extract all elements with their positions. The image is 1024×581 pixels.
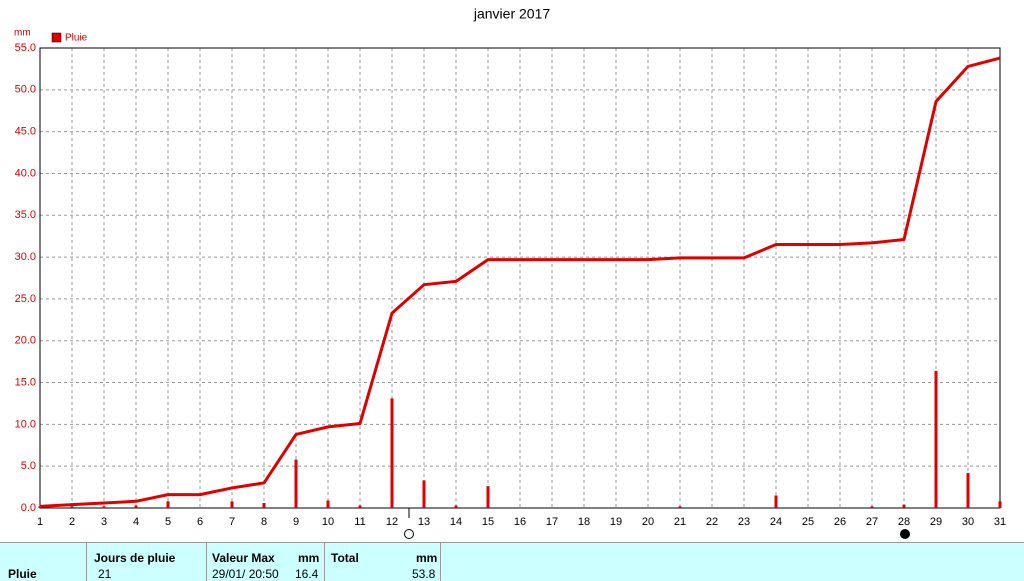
x-tick-label: 30	[962, 516, 974, 528]
y-tick-label: 40.0	[15, 167, 36, 179]
x-tick-label: 17	[546, 516, 558, 528]
plot-border	[39, 47, 1001, 509]
chart: janvier 2017 mm 0.0 5.0 10.0 15.0 20.0 25.0 30…	[14, 6, 1006, 539]
y-tick-label: 0.0	[21, 502, 36, 514]
bar	[934, 370, 938, 508]
bar	[134, 505, 138, 508]
x-tick-label: 27	[866, 516, 878, 528]
value: 16.4	[295, 567, 319, 581]
x-tick-label: 11	[354, 516, 365, 528]
separator	[206, 543, 207, 581]
summary-panel: Pluie Jours de pluie 21 Valeur Max mm 29…	[0, 542, 1024, 581]
bar	[262, 502, 266, 508]
bar	[230, 501, 234, 508]
y-tick-label: 50.0	[15, 84, 36, 96]
line	[39, 56, 1001, 508]
y-tick-label: 10.0	[15, 418, 36, 430]
x-tick-label: 21	[674, 516, 686, 528]
bar	[774, 495, 778, 508]
bar	[870, 506, 874, 508]
x-tick-label: 16	[514, 516, 526, 528]
x-tick-label: 10	[322, 516, 334, 528]
x-tick-label: 29	[930, 516, 942, 528]
header: mm	[416, 551, 438, 565]
bar	[38, 506, 42, 508]
x-tick-label: 13	[418, 516, 430, 528]
moon-icon	[900, 529, 910, 539]
separator	[324, 543, 325, 581]
x-tick-label: 18	[578, 516, 590, 528]
y-tick-label: 35.0	[15, 209, 36, 221]
x-tick-label: 12	[386, 516, 398, 528]
y-axis-label: mm	[14, 28, 31, 39]
bar	[70, 506, 74, 508]
x-tick-label: 6	[197, 516, 203, 528]
header: Valeur Max	[212, 551, 275, 565]
x-tick-label: 4	[133, 516, 139, 528]
x-tick-label: 24	[770, 516, 782, 528]
value: 21	[98, 567, 112, 581]
x-tick-label: 22	[706, 516, 718, 528]
bar	[294, 459, 298, 508]
bar	[486, 486, 490, 508]
y-tick-label: 15.0	[15, 376, 36, 388]
x-tick-label: 23	[738, 516, 750, 528]
x-tick-label: 28	[898, 516, 910, 528]
y-tick-label: 45.0	[15, 126, 36, 138]
y-tick-label: 55.0	[15, 42, 36, 54]
x-tick-label: 31	[994, 516, 1006, 528]
legend-swatch	[51, 32, 62, 43]
x-tick-label: 25	[802, 516, 814, 528]
x-tick-label: 20	[642, 516, 654, 528]
x-tick-label: 14	[450, 516, 462, 528]
bar	[390, 398, 394, 508]
x-tick-label: 26	[834, 516, 846, 528]
value: 53.8	[412, 567, 436, 581]
x-tick-label: 3	[101, 516, 107, 528]
separator	[440, 543, 441, 581]
y-tick-label: 25.0	[15, 293, 36, 305]
x-tick-label: 5	[165, 516, 171, 528]
bar	[678, 506, 682, 508]
bar	[422, 480, 426, 508]
x-tick-label: 8	[261, 516, 267, 528]
bar	[358, 505, 362, 508]
bar	[326, 500, 330, 508]
x-tick-label: 1	[37, 516, 43, 528]
y-tick-label: 30.0	[15, 251, 36, 263]
x-tick-label: 7	[229, 516, 235, 528]
row-label: Pluie	[8, 567, 37, 581]
x-tick-label: 19	[610, 516, 622, 528]
bar	[966, 472, 970, 508]
bar	[454, 505, 458, 508]
moon-icon	[404, 529, 414, 539]
x-tick-label: 9	[293, 516, 299, 528]
header: mm	[298, 551, 320, 565]
header: Jours de pluie	[94, 551, 176, 565]
x-tick-label: 2	[69, 516, 75, 528]
legend-label: Pluie	[65, 33, 88, 44]
value: 29/01/ 20:50	[212, 567, 279, 581]
x-tick-label: 15	[482, 516, 494, 528]
y-tick-label: 5.0	[21, 460, 36, 472]
header: Total	[331, 551, 359, 565]
y-tick-label: 20.0	[15, 335, 36, 347]
bar	[166, 501, 170, 508]
chart-title: janvier 2017	[473, 6, 550, 22]
bar	[102, 506, 106, 508]
separator	[86, 543, 87, 581]
bar	[998, 501, 1002, 508]
bar	[902, 504, 906, 508]
